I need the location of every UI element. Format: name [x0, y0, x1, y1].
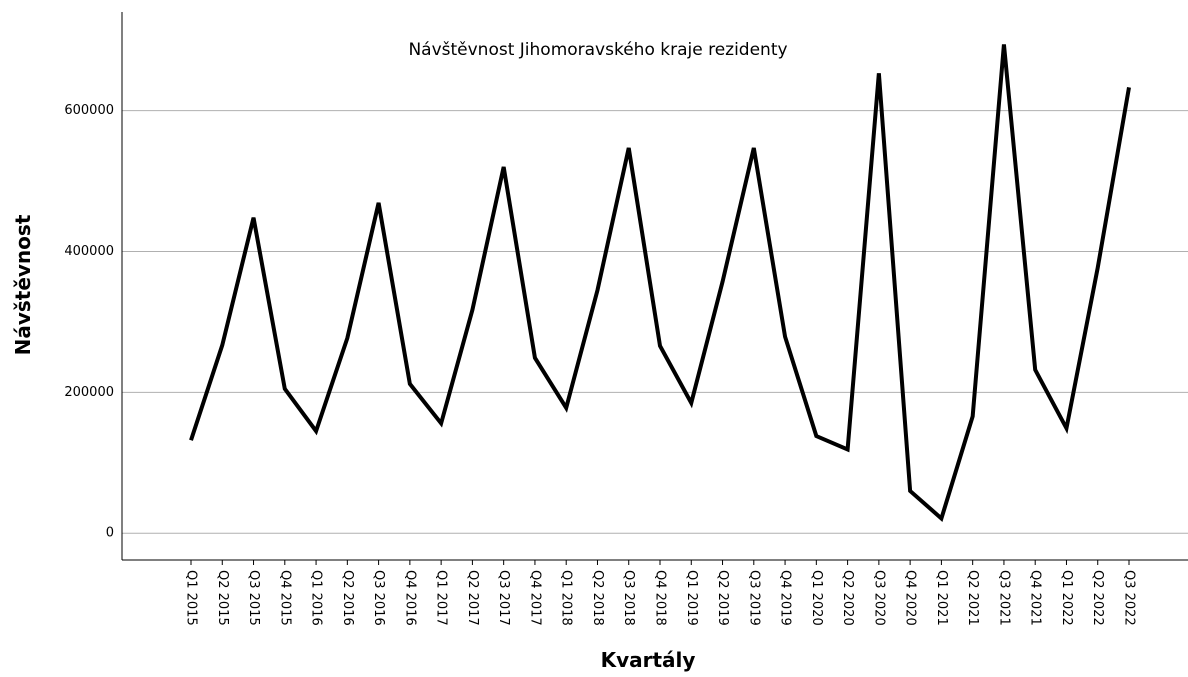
x-tick-label: Q2 2018 — [590, 570, 605, 626]
y-tick-label: 0 — [106, 526, 114, 541]
x-tick-label: Q4 2016 — [402, 570, 417, 626]
x-tick-label: Q3 2017 — [496, 570, 511, 626]
x-tick-label: Q3 2021 — [996, 570, 1011, 626]
x-tick-label: Q1 2016 — [309, 570, 324, 626]
x-tick-label: Q1 2019 — [684, 570, 699, 626]
x-tick-label: Q4 2018 — [653, 570, 668, 626]
x-tick-label: Q3 2019 — [746, 570, 761, 626]
x-tick-label: Q1 2021 — [934, 570, 949, 626]
x-tick-label: Q4 2020 — [903, 570, 918, 626]
x-tick-label: Q1 2015 — [184, 570, 199, 626]
x-tick-label: Q4 2017 — [527, 570, 542, 626]
y-tick-label: 400000 — [64, 244, 114, 259]
y-tick-label: 600000 — [64, 103, 114, 118]
x-tick-label: Q4 2021 — [1028, 570, 1043, 626]
x-tick-label: Q1 2022 — [1059, 570, 1074, 626]
x-tick-label: Q3 2016 — [371, 570, 386, 626]
x-tick-label: Q2 2020 — [840, 570, 855, 626]
x-tick-label: Q3 2022 — [1122, 570, 1137, 626]
x-tick-label: Q1 2017 — [434, 570, 449, 626]
chart-title: Návštěvnost Jihomoravského kraje reziden… — [408, 40, 787, 60]
x-tick-label: Q4 2015 — [277, 570, 292, 626]
x-tick-label: Q4 2019 — [778, 570, 793, 626]
x-tick-label: Q3 2018 — [621, 570, 636, 626]
x-tick-label: Q2 2021 — [965, 570, 980, 626]
line-series — [189, 44, 1131, 522]
y-axis-title: Návštěvnost — [11, 214, 35, 355]
x-tick-label: Q2 2016 — [340, 570, 355, 626]
x-tick-label: Q1 2018 — [559, 570, 574, 626]
x-axis-title: Kvartály — [601, 648, 696, 672]
x-tick-label: Q2 2019 — [715, 570, 730, 626]
x-tick-label: Q2 2015 — [215, 570, 230, 626]
x-tick-label: Q3 2020 — [871, 570, 886, 626]
x-tick-label: Q1 2020 — [809, 570, 824, 626]
x-tick-label: Q2 2022 — [1090, 570, 1105, 626]
x-tick-label: Q2 2017 — [465, 570, 480, 626]
y-tick-label: 200000 — [64, 385, 114, 400]
x-tick-label: Q3 2015 — [246, 570, 261, 626]
